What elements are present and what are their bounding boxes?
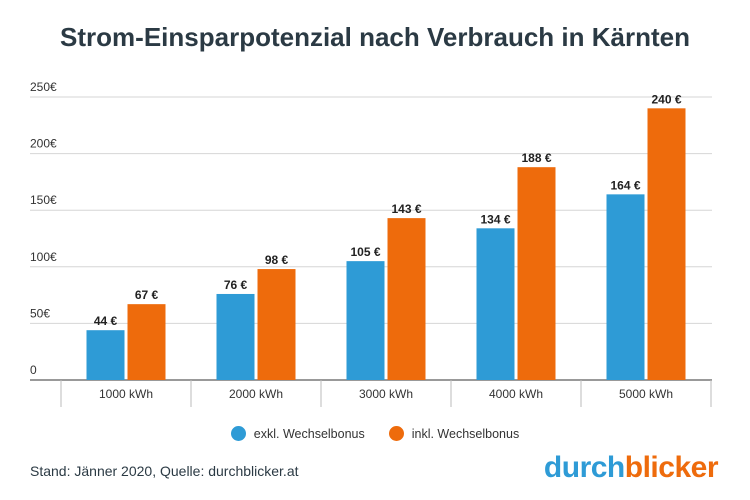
data-label: 105 € [350, 245, 380, 259]
data-label: 44 € [94, 314, 118, 328]
data-label: 98 € [265, 253, 289, 267]
bar-chart: 0 50€ 100€ 150€ 200€ 250€ 1000 kWh 44 € 67 € 2000… [30, 80, 712, 407]
x-tick-label: 1000 kWh [99, 387, 153, 401]
x-tick-label: 5000 kWh [619, 387, 673, 401]
bar-inkl [517, 167, 556, 380]
bar-exkl [86, 330, 125, 380]
x-tick-label: 4000 kWh [489, 387, 543, 401]
legend-item-inkl[interactable]: inkl. Wechselbonus [388, 426, 520, 441]
bar-exkl [476, 228, 515, 380]
data-label: 143 € [391, 202, 421, 216]
x-tick-label: 2000 kWh [229, 387, 283, 401]
source-note: Stand: Jänner 2020, Quelle: durchblicker… [30, 463, 299, 479]
bar-exkl [216, 293, 255, 380]
y-tick-label: 250€ [30, 80, 57, 94]
legend-swatch-inkl [388, 426, 404, 441]
bar-exkl [346, 261, 385, 380]
y-tick-label: 200€ [30, 137, 57, 151]
legend-label-inkl: inkl. Wechselbonus [411, 426, 520, 441]
data-label: 240 € [651, 92, 681, 106]
brand-logo-part-1: durch [543, 451, 625, 484]
brand-logo-part-2: blicker [624, 451, 719, 484]
data-label: 134 € [480, 212, 510, 226]
legend: exkl. Wechselbonus inkl. Wechselbonus [0, 426, 750, 441]
y-tick-label: 50€ [30, 306, 50, 320]
data-label: 76 € [224, 278, 248, 292]
legend-label-exkl: exkl. Wechselbonus [253, 426, 365, 441]
bar-inkl [387, 218, 426, 380]
bar-inkl [647, 108, 686, 380]
brand-logo[interactable]: durchblicker [543, 451, 719, 485]
chart-title: Strom-Einsparpotenzial nach Verbrauch in… [60, 22, 690, 52]
bar-exkl [606, 194, 645, 380]
x-tick-label: 3000 kWh [359, 387, 413, 401]
y-tick-label: 100€ [30, 250, 57, 264]
data-label: 164 € [610, 178, 640, 192]
y-tick-label: 150€ [30, 193, 57, 207]
bar-inkl [257, 269, 296, 380]
legend-item-exkl[interactable]: exkl. Wechselbonus [230, 426, 365, 441]
legend-swatch-exkl [230, 426, 246, 441]
bar-inkl [127, 304, 166, 380]
y-tick-label: 0 [30, 363, 37, 377]
data-label: 67 € [135, 288, 159, 302]
data-label: 188 € [521, 151, 551, 165]
